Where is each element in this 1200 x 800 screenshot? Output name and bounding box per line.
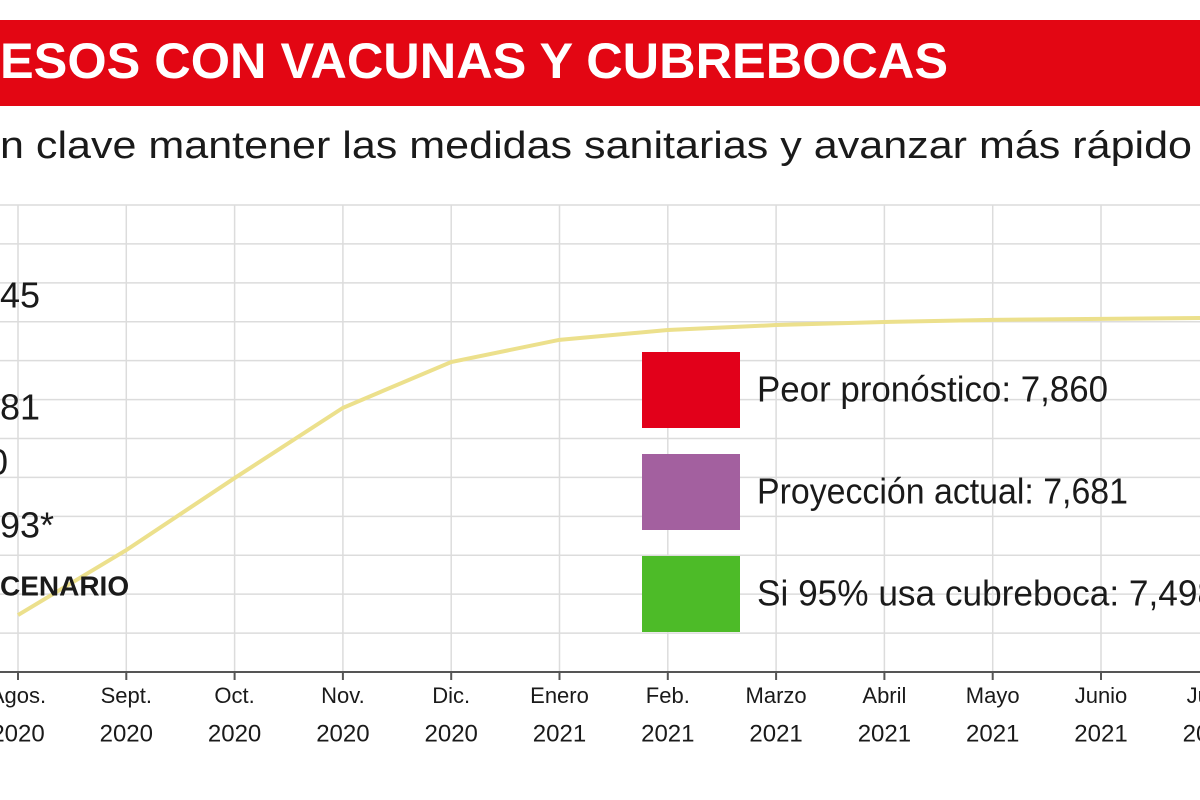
title-band (0, 20, 1200, 106)
annotation: 45 (0, 275, 40, 316)
annotation: 93* (0, 505, 54, 546)
x-tick-label: Marzo (746, 683, 807, 708)
x-tick-label: Junio (1075, 683, 1128, 708)
x-tick-year: 2021 (966, 720, 1019, 747)
legend-label: Proyección actual: 7,681 (757, 471, 1128, 512)
x-tick-label: Enero (530, 683, 589, 708)
chart-subtitle: n clave mantener las medidas sanitarias … (0, 125, 1192, 167)
x-tick-year: 2020 (425, 720, 478, 747)
x-tick-label: Oct. (214, 683, 254, 708)
x-tick-year: 2021 (641, 720, 694, 747)
x-tick-label: Sept. (101, 683, 152, 708)
x-tick-label: Nov. (321, 683, 365, 708)
x-tick-label: Julio (1187, 683, 1200, 708)
x-tick-label: Dic. (432, 683, 470, 708)
x-tick-year: 2020 (316, 720, 369, 747)
x-tick-label: Feb. (646, 683, 690, 708)
x-tick-label: Abril (862, 683, 906, 708)
legend-label: Si 95% usa cubreboca: 7,498 (757, 573, 1200, 614)
x-tick-year: 2020 (0, 720, 45, 747)
x-tick-label: Agos. (0, 683, 46, 708)
annotation: CENARIO (0, 570, 129, 601)
x-tick-year: 2021 (749, 720, 802, 747)
x-tick-year: 2021 (858, 720, 911, 747)
chart-title: ESOS CON VACUNAS Y CUBREBOCAS (0, 33, 948, 89)
annotation: 0 (0, 442, 8, 483)
x-tick-label: Mayo (966, 683, 1020, 708)
x-tick-year: 2020 (100, 720, 153, 747)
x-tick-year: 2021 (1074, 720, 1127, 747)
x-tick-year: 2020 (208, 720, 261, 747)
line (16, 316, 1200, 617)
legend-swatch (642, 454, 740, 530)
legend-label: Peor pronóstico: 7,860 (757, 369, 1108, 410)
x-tick-year: 2021 (1183, 720, 1200, 747)
x-tick-year: 2021 (533, 720, 586, 747)
annotation: 81 (0, 387, 40, 428)
legend-swatch (642, 556, 740, 632)
legend-swatch (642, 352, 740, 428)
